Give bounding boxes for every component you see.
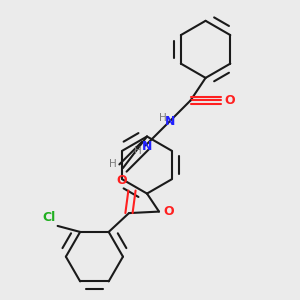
Text: Cl: Cl — [42, 211, 55, 224]
Text: O: O — [164, 205, 174, 218]
Text: N: N — [165, 115, 175, 128]
Text: H: H — [109, 158, 116, 169]
Text: O: O — [224, 94, 235, 107]
Text: H: H — [134, 146, 142, 156]
Text: N: N — [142, 140, 152, 154]
Text: H: H — [159, 112, 167, 123]
Text: O: O — [116, 174, 127, 187]
